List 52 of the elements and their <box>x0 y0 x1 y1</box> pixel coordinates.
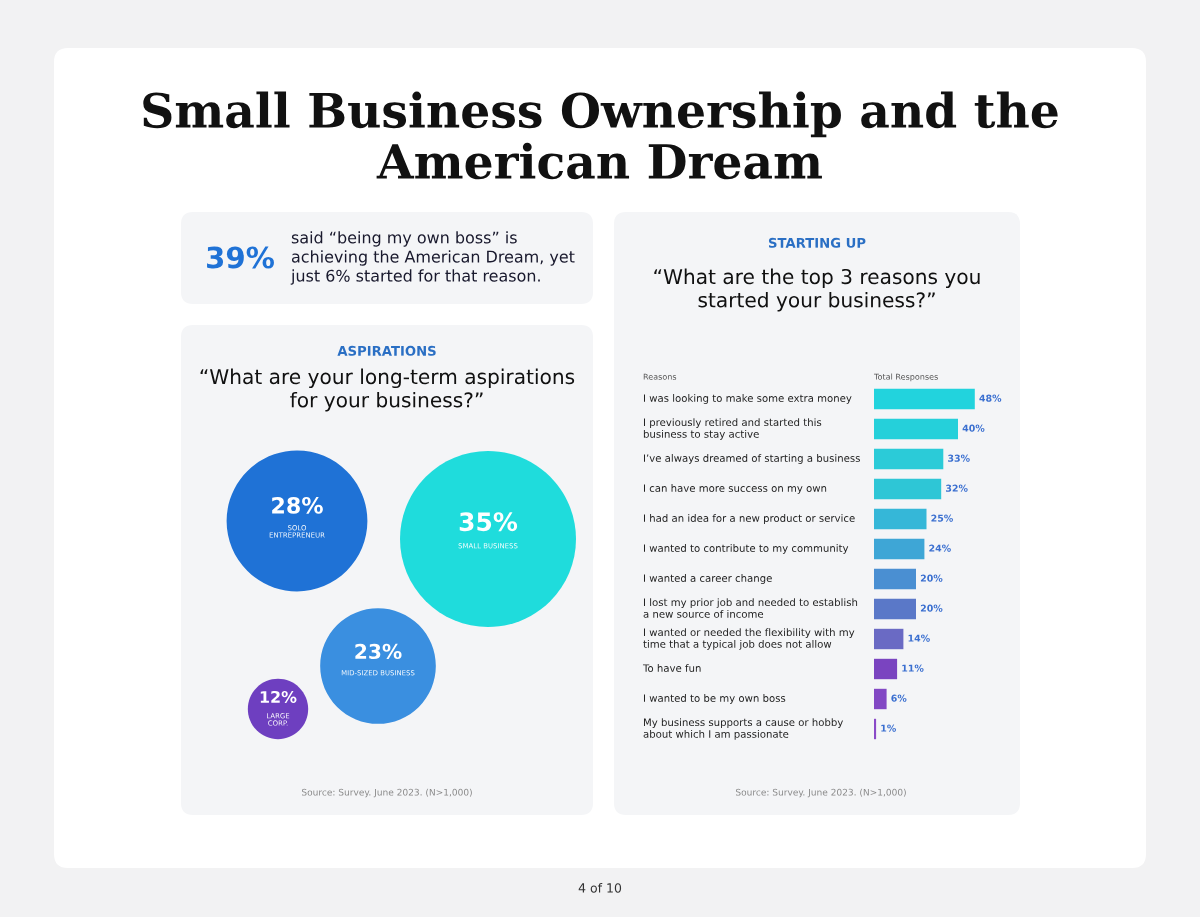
y-tick-label: I lost my prior job and needed to establish a new source of income <box>643 598 858 618</box>
data-label: 33% <box>948 454 970 462</box>
text: “What are your long-term aspirations for your business?” <box>200 368 575 412</box>
y-tick-label: I wanted to contribute to my community <box>643 544 849 554</box>
text: 39% <box>207 246 274 269</box>
bar <box>874 688 887 710</box>
data-label: 12% <box>260 690 297 703</box>
data-label: 40% <box>962 424 985 432</box>
y-tick-label: I wanted or needed the flexibility with my time that a typical job does not allow <box>643 628 855 650</box>
bar <box>874 598 916 620</box>
data-label: 25% <box>931 514 953 522</box>
data-label: 6% <box>891 694 907 702</box>
data-label: 35% <box>459 512 518 532</box>
y-tick-label: I can have more success on my own <box>643 484 827 494</box>
data-label: 24% <box>929 544 951 552</box>
bar <box>874 538 925 560</box>
data-label: 23% <box>355 643 402 660</box>
y-tick-label: I had an idea for a new product or service <box>643 514 855 524</box>
y-tick-label: I wanted a career change <box>643 574 772 584</box>
y-tick-label: My business supports a cause or hobby about which I am passionate <box>643 718 843 740</box>
data-label: 11% <box>902 664 924 672</box>
x-axis-title: Total Responses <box>873 373 938 382</box>
data-label: 48% <box>979 394 1002 402</box>
data-label: 20% <box>920 574 943 582</box>
chart-title: “What are the top 3 reasons you started your business?” <box>654 268 980 312</box>
text: said “being my own boss” is achieving the American Dream, yet just 6% started for that reason. <box>290 231 575 285</box>
bar <box>874 658 898 680</box>
chart-subtitle: STARTING UP <box>768 237 866 248</box>
bar <box>874 628 904 650</box>
y-axis-title: Reasons <box>643 373 677 380</box>
text: ASPIRATIONS <box>337 345 436 356</box>
bar <box>874 478 942 500</box>
bar <box>874 508 927 530</box>
y-tick-label: I’ve always dreamed of starting a business <box>643 454 860 464</box>
y-tick-label: I was looking to make some extra money <box>643 394 852 404</box>
data-label: 28% <box>272 496 323 514</box>
bar <box>874 718 877 740</box>
source-note: Source: Survey. June 2023. (N>1,000) <box>735 788 906 798</box>
data-label: 20% <box>920 604 943 612</box>
data-label: 14% <box>908 634 930 642</box>
bar <box>874 418 958 440</box>
source-note: Source: Survey. June 2023. (N>1,000) <box>301 788 472 798</box>
bar <box>874 448 944 470</box>
y-tick-label: I previously retired and started this business to stay active <box>643 418 822 440</box>
bar <box>874 568 916 590</box>
data-label: 1% <box>881 724 896 732</box>
text: Small Business Ownership and the American Dream <box>143 91 1058 180</box>
bar <box>874 388 975 410</box>
y-tick-label: I wanted to be my own boss <box>643 694 786 704</box>
y-tick-label: To have fun <box>642 664 701 672</box>
text: 4 of 10 <box>578 882 622 893</box>
data-label: 32% <box>946 484 968 492</box>
